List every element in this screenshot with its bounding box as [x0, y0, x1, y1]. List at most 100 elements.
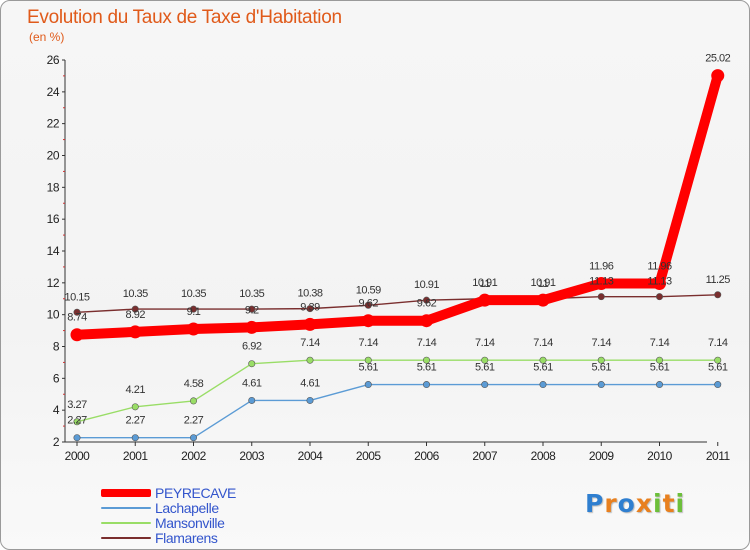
data-label: 11.25 [706, 274, 731, 286]
data-point [714, 381, 722, 389]
x-tick-label: 2006 [414, 449, 440, 463]
data-point [481, 356, 489, 364]
legend-swatch [101, 521, 151, 524]
data-label: 5.61 [592, 362, 612, 374]
data-label: 10.15 [64, 291, 89, 303]
data-point [422, 296, 430, 304]
legend-label: Lachapelle [155, 499, 219, 516]
data-label: 10.91 [472, 277, 497, 289]
data-point [364, 356, 372, 364]
y-tick-label: 22 [47, 117, 60, 131]
data-label: 10.35 [181, 288, 206, 300]
data-label: 25.02 [705, 53, 730, 65]
x-tick-label: 2004 [298, 449, 324, 463]
y-tick-label: 12 [47, 276, 60, 290]
legend-item: PEYRECAVE [101, 485, 236, 501]
data-label: 4.21 [126, 384, 146, 396]
legend-item: Lachapelle [101, 499, 236, 516]
data-label: 5.61 [417, 362, 437, 374]
y-tick-label: 24 [47, 85, 60, 99]
data-point [364, 381, 372, 389]
data-point [655, 356, 663, 364]
y-tick-label: 16 [47, 212, 60, 226]
data-point [306, 305, 314, 313]
legend-item: Mansonville [101, 514, 236, 531]
data-label: 7.14 [475, 337, 495, 349]
data-point [594, 276, 608, 290]
chart-title: Evolution du Taux de Taxe d'Habitation [27, 7, 342, 28]
data-label: 9.1 [187, 306, 201, 318]
y-tick-label: 6 [53, 371, 60, 385]
data-point [478, 293, 492, 307]
data-point [128, 325, 142, 339]
series-line-lachapelle [76, 383, 719, 439]
data-label: 9.2 [245, 304, 259, 316]
data-point [303, 317, 317, 331]
x-tick-label: 2003 [239, 449, 265, 463]
x-tick-label: 2009 [589, 449, 615, 463]
data-label: 6.92 [242, 341, 262, 353]
data-point [714, 356, 722, 364]
data-label: 7.14 [533, 337, 553, 349]
data-label: 7.14 [300, 337, 320, 349]
data-label: 10.91 [414, 279, 439, 291]
data-label: 10.35 [123, 288, 148, 300]
y-tick-label: 20 [47, 149, 60, 163]
data-point [248, 396, 256, 404]
data-label: 7.14 [359, 337, 379, 349]
data-point [539, 356, 547, 364]
y-tick-label: 10 [47, 308, 60, 322]
data-label: 9.62 [359, 298, 379, 310]
data-point [655, 293, 663, 301]
data-label: 11.13 [647, 276, 672, 288]
data-label: 5.61 [359, 362, 379, 374]
legend-item: Flamarens [101, 529, 236, 546]
data-point [597, 293, 605, 301]
proxiti-logo: Proxiti [585, 489, 686, 518]
data-label: 11 [480, 278, 491, 290]
data-label: 2.27 [67, 415, 87, 427]
data-point [73, 308, 81, 316]
data-label: 9.62 [417, 298, 437, 310]
x-tick-label: 2008 [531, 449, 557, 463]
data-point [131, 403, 139, 411]
legend-swatch [101, 488, 151, 497]
data-point [364, 301, 372, 309]
x-tick-label: 2000 [65, 449, 91, 463]
y-tick-label: 26 [47, 53, 60, 67]
data-point [73, 418, 81, 426]
data-point [711, 69, 725, 83]
data-point [714, 291, 722, 299]
series-line-peyrecave [72, 70, 723, 340]
data-label: 4.58 [184, 378, 204, 390]
data-point [361, 314, 375, 328]
data-point [248, 360, 256, 368]
series-line-mansonville [76, 359, 719, 423]
data-label: 8.92 [126, 309, 146, 321]
y-tick-label: 2 [53, 435, 60, 449]
legend-label: Mansonville [155, 514, 225, 531]
chart-unit-label: (en %) [29, 30, 65, 44]
data-label: 4.61 [300, 377, 320, 389]
data-point [131, 434, 139, 442]
data-point [422, 356, 430, 364]
data-label: 7.14 [592, 337, 612, 349]
x-tick-label: 2007 [472, 449, 498, 463]
data-label: 11 [538, 278, 549, 290]
data-label: 11.13 [589, 276, 614, 288]
data-label: 2.27 [126, 415, 146, 427]
data-point [70, 328, 84, 342]
data-point [655, 381, 663, 389]
series-line-flamarens [76, 294, 719, 313]
data-point [420, 314, 433, 328]
data-point [190, 397, 198, 405]
data-point [73, 434, 81, 442]
data-label: 5.61 [650, 362, 670, 374]
data-label: 11.96 [647, 260, 672, 272]
data-point [306, 356, 314, 364]
legend-label: Flamarens [155, 529, 218, 546]
data-point [245, 320, 259, 334]
y-tick-label: 4 [53, 403, 60, 417]
